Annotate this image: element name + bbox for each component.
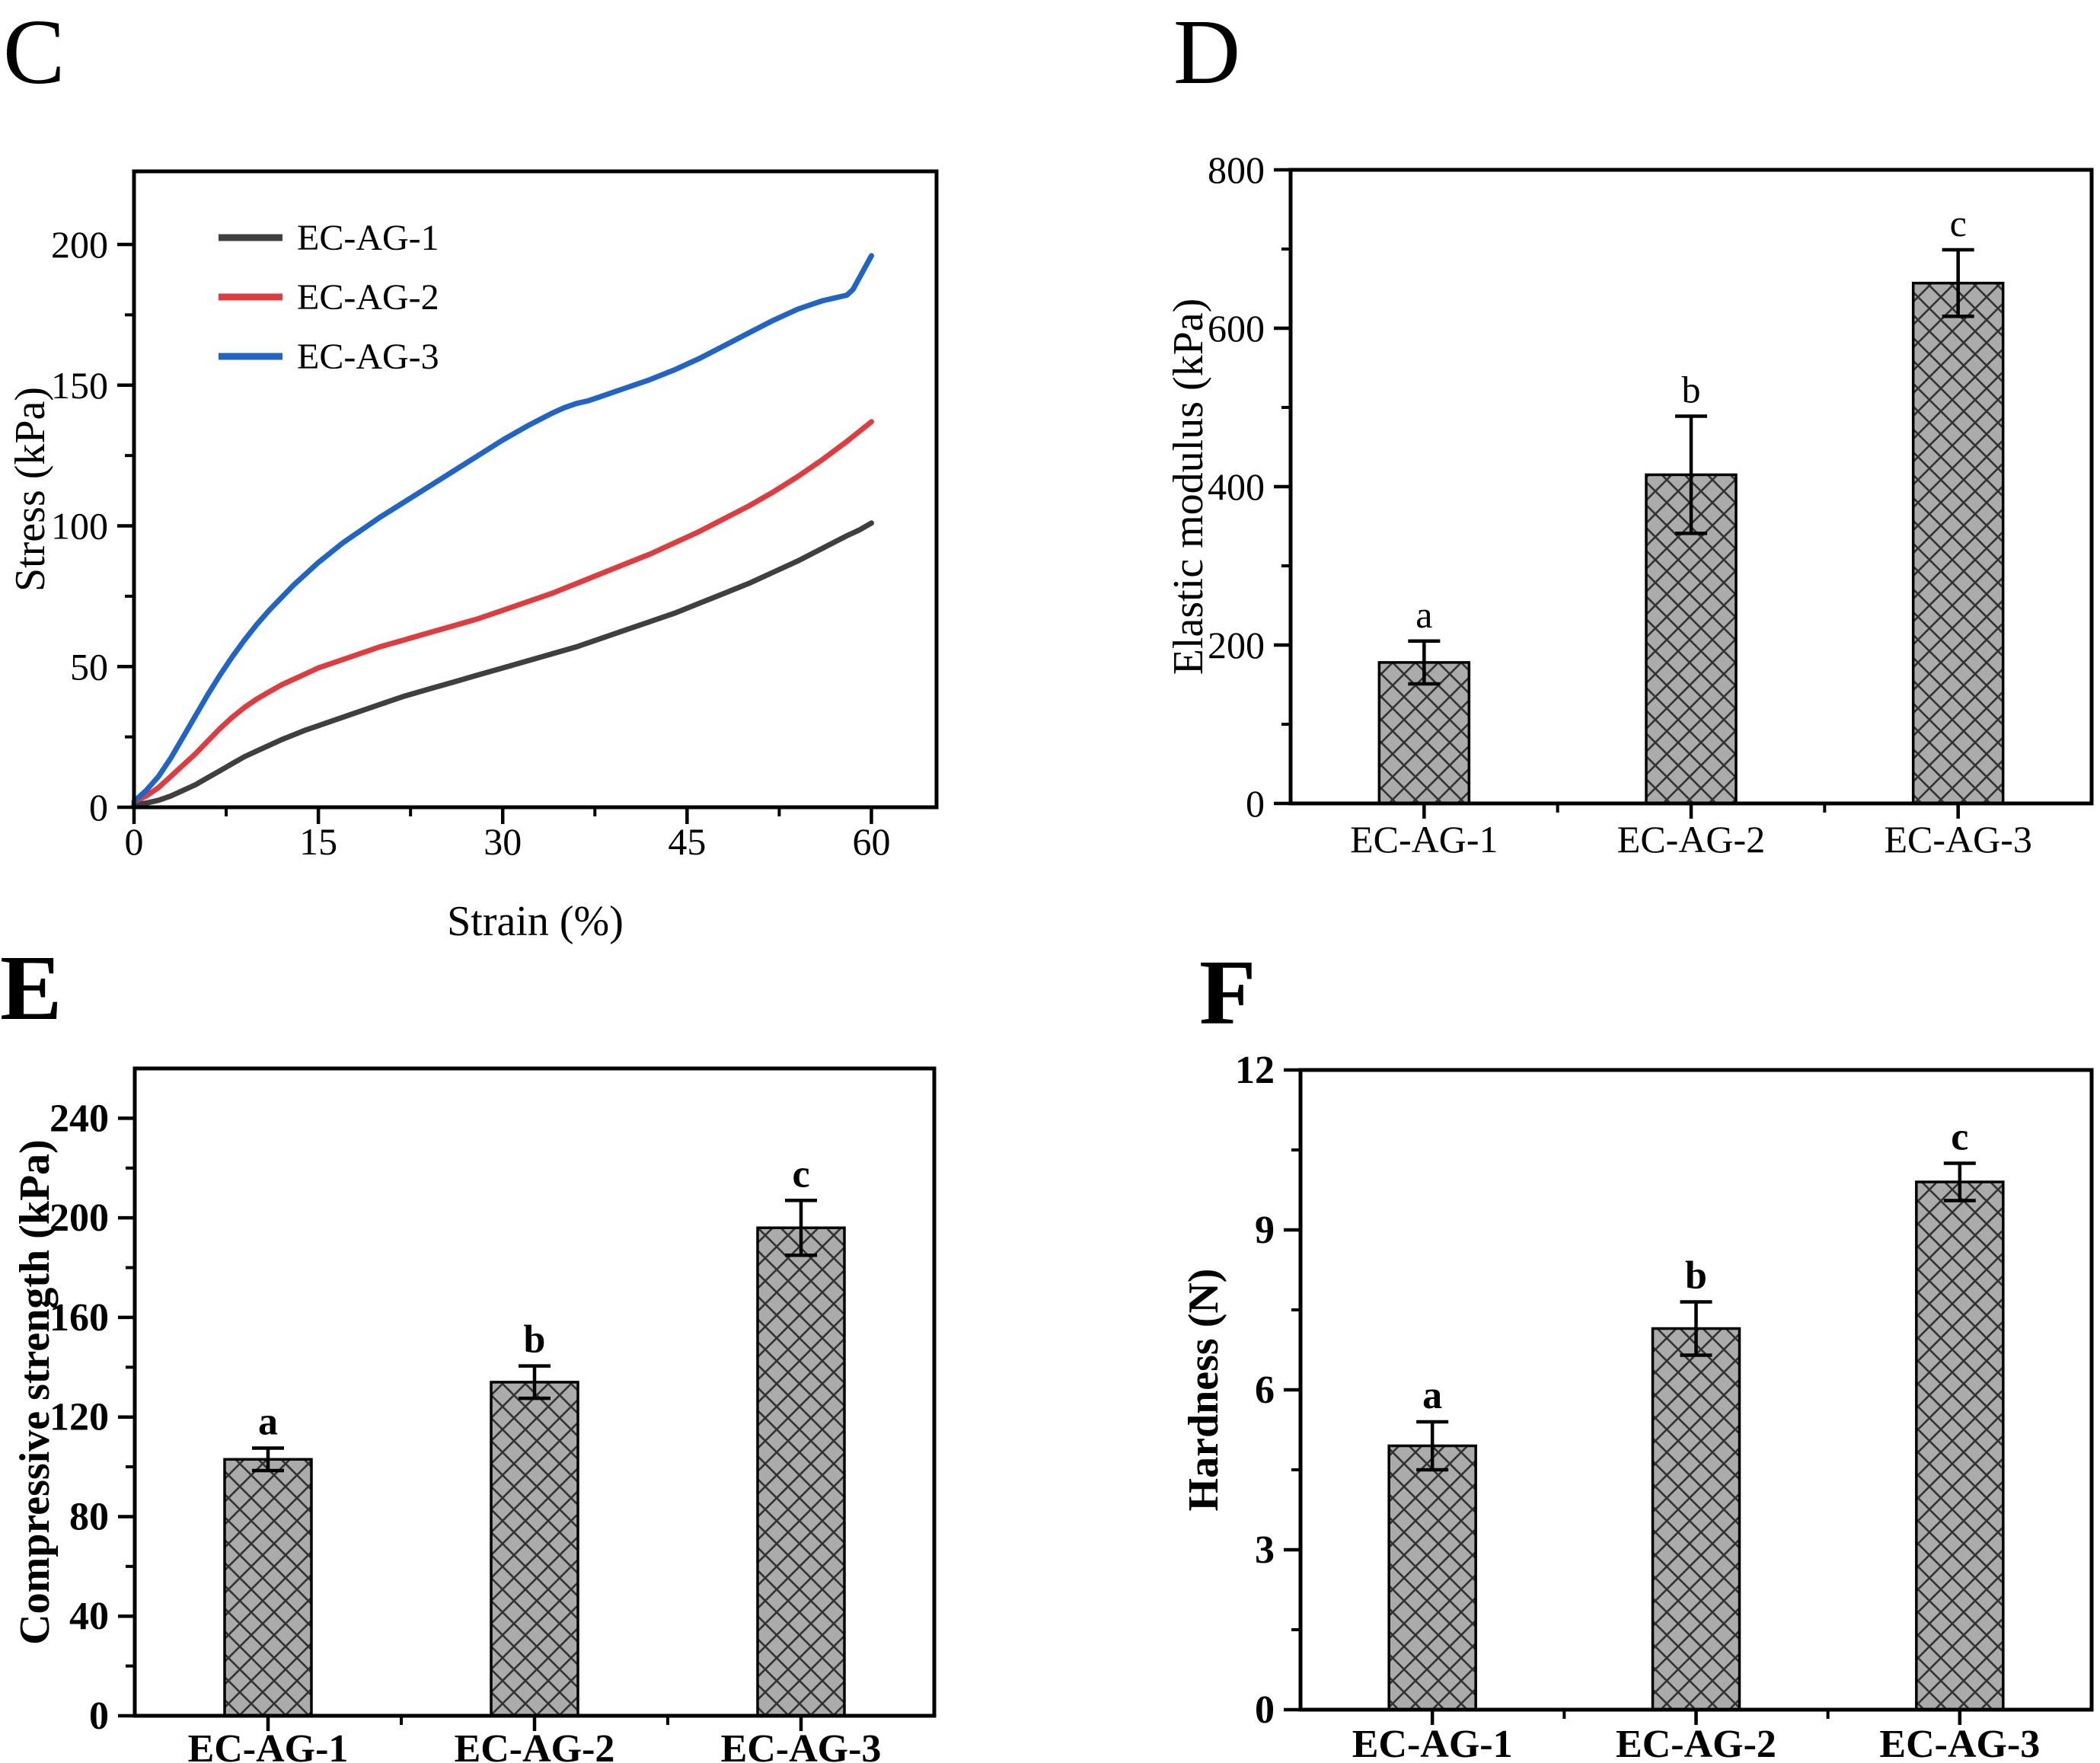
- y-axis-label: Stress (kPa): [7, 387, 54, 592]
- x-tick-label: 45: [668, 820, 706, 863]
- y-tick-label: 200: [1208, 624, 1265, 666]
- y-tick-label: 240: [49, 1097, 109, 1140]
- series-curves: [131, 253, 874, 807]
- y-tick-label: 400: [1208, 465, 1265, 508]
- y-axis: 0 3 6 9 12 Hardness (N): [1180, 1049, 1301, 1732]
- panel-compressive-strength: E 0 40 80 120 160 200 240 Compressive strength …: [0, 881, 1050, 1763]
- category-label: EC-AG-3: [1879, 1723, 2040, 1763]
- x-tick-label: 60: [852, 820, 890, 863]
- legend-label: EC-AG-1: [297, 218, 439, 258]
- y-tick-label: 3: [1255, 1528, 1275, 1572]
- plot-frame: [132, 169, 939, 810]
- y-tick-label: 600: [1208, 307, 1265, 350]
- y-tick-label: 80: [69, 1495, 109, 1538]
- significance-letter: c: [1951, 1116, 1968, 1159]
- plot-frame: [1298, 1068, 2094, 1712]
- error-bars-group: a b c: [1416, 1116, 1976, 1472]
- category-label: EC-AG-1: [1350, 818, 1498, 861]
- y-tick-label: 0: [1246, 782, 1265, 825]
- legend-label: EC-AG-2: [297, 277, 439, 318]
- y-axis-label: Compressive strength (kPa): [11, 1139, 59, 1645]
- bar-ec-ag-3: [756, 1226, 846, 1717]
- legend: EC-AG-1 EC-AG-2 EC-AG-3: [219, 218, 439, 377]
- x-axis: 0 15 30 45 60 Strain (%): [125, 807, 890, 945]
- error-bars-group: a b c: [252, 1152, 817, 1473]
- y-tick-label: 0: [89, 786, 108, 829]
- x-tick-label: 30: [484, 820, 522, 863]
- significance-letter: a: [258, 1400, 278, 1444]
- y-tick-label: 120: [49, 1396, 109, 1439]
- bar-ec-ag-3: [1911, 281, 2005, 805]
- y-tick-label: 160: [49, 1296, 109, 1340]
- y-tick-label: 200: [51, 223, 108, 266]
- significance-letter: c: [1950, 202, 1967, 244]
- plot-frame: [132, 1066, 937, 1718]
- y-axis: 0 50 100 150 200 Stress (kPa): [7, 223, 134, 829]
- panel-label-d: D: [1173, 1, 1241, 104]
- category-label: EC-AG-2: [455, 1727, 615, 1763]
- bars-group: [223, 1226, 846, 1717]
- elastic-modulus-chart: 0 200 400 600 800 Elastic modulus (kPa) a b c EC-…: [1165, 149, 2094, 861]
- bar-ec-ag-1: [1377, 661, 1471, 805]
- x-tick-label: 0: [125, 820, 144, 863]
- significance-letter: a: [1415, 593, 1432, 636]
- y-tick-label: 40: [69, 1595, 109, 1638]
- panel-stress-strain: C 0 50 100 150 200 Stress (kPa) 0 15 30 45 60 Strai…: [0, 0, 1050, 945]
- y-tick-label: 50: [70, 645, 108, 688]
- category-label: EC-AG-1: [188, 1727, 349, 1763]
- y-tick-label: 100: [51, 505, 108, 548]
- bar-ec-ag-1: [1387, 1444, 1477, 1711]
- y-axis-label: Hardness (N): [1180, 1269, 1227, 1512]
- curve-ec-ag-2: [131, 419, 874, 805]
- panel-label-e: E: [0, 937, 62, 1040]
- significance-letter: c: [792, 1152, 809, 1196]
- category-label: EC-AG-2: [1617, 818, 1765, 861]
- category-label: EC-AG-1: [1352, 1723, 1513, 1763]
- y-tick-label: 0: [1255, 1688, 1275, 1732]
- panel-label-f: F: [1199, 941, 1256, 1044]
- y-tick-label: 9: [1255, 1209, 1275, 1252]
- plot-frame: [1288, 168, 2094, 806]
- y-tick-label: 0: [89, 1694, 109, 1738]
- category-axis: EC-AG-1 EC-AG-2 EC-AG-3: [1352, 1710, 2040, 1763]
- category-axis: EC-AG-1 EC-AG-2 EC-AG-3: [188, 1716, 882, 1763]
- curve-ec-ag-1: [131, 520, 874, 807]
- y-tick-label: 150: [51, 364, 108, 407]
- y-tick-label: 800: [1208, 149, 1265, 191]
- bars-group: [1377, 281, 2005, 805]
- significance-letter: b: [1685, 1254, 1707, 1298]
- panel-hardness: F 0 3 6 9 12 Hardness (N) a b c EC-AG-1 EC-AG-2 EC-…: [1050, 881, 2100, 1763]
- panel-elastic-modulus: D 0 200 400 600 800 Elastic modulus (kPa) a b c E…: [1050, 0, 2100, 882]
- y-tick-label: 200: [49, 1196, 109, 1240]
- category-axis: EC-AG-1 EC-AG-2 EC-AG-3: [1350, 803, 2032, 861]
- category-label: EC-AG-3: [721, 1727, 882, 1763]
- legend-label: EC-AG-3: [297, 337, 439, 377]
- significance-letter: a: [1422, 1374, 1442, 1417]
- significance-letter: b: [524, 1318, 546, 1362]
- y-tick-label: 12: [1235, 1049, 1275, 1092]
- bar-ec-ag-1: [223, 1458, 313, 1717]
- significance-letter: b: [1682, 368, 1701, 410]
- bar-ec-ag-2: [1651, 1327, 1741, 1711]
- bar-ec-ag-3: [1915, 1180, 2005, 1711]
- bar-ec-ag-2: [490, 1381, 579, 1717]
- stress-strain-chart: 0 50 100 150 200 Stress (kPa) 0 15 30 45 60 Strain …: [7, 169, 939, 945]
- y-tick-label: 6: [1255, 1369, 1275, 1412]
- panel-label-c: C: [3, 1, 65, 104]
- y-axis: 0 200 400 600 800 Elastic modulus (kPa): [1165, 149, 1291, 825]
- category-label: EC-AG-3: [1884, 818, 2031, 861]
- category-label: EC-AG-2: [1616, 1723, 1776, 1763]
- x-tick-label: 15: [299, 820, 337, 863]
- error-bars-group: a b c: [1408, 202, 1974, 686]
- curve-ec-ag-3: [131, 253, 874, 805]
- x-axis-label: Strain (%): [447, 898, 624, 945]
- y-axis-label: Elastic modulus (kPa): [1165, 299, 1212, 675]
